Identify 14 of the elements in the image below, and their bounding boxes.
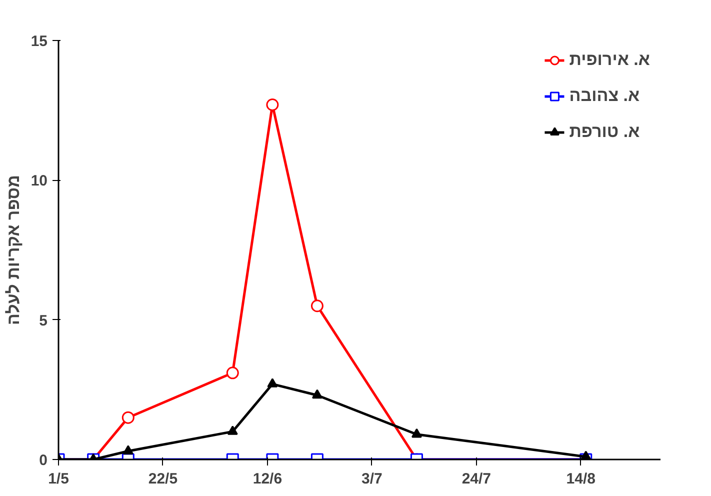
y-tick-label: 5 bbox=[39, 312, 48, 330]
x-tick-label: 12/6 bbox=[252, 470, 282, 488]
legend-label: א. טורפת bbox=[569, 122, 640, 142]
y-tick-label: 10 bbox=[30, 172, 48, 190]
x-tick-label: 14/8 bbox=[566, 470, 596, 488]
y-tick-label: 0 bbox=[39, 452, 48, 469]
x-tick-label: 3/7 bbox=[362, 470, 382, 488]
x-tick-label: 22/5 bbox=[148, 470, 178, 488]
x-tick-label: 1/5 bbox=[48, 470, 69, 488]
y-tick-label: 15 bbox=[30, 33, 48, 50]
x-tick-label: 24/7 bbox=[462, 470, 492, 488]
legend-label: א. צהובה bbox=[569, 86, 640, 106]
legend-label: א. אירופית bbox=[569, 50, 650, 70]
y-axis-title: מספר אקריות לעלה bbox=[4, 175, 23, 325]
